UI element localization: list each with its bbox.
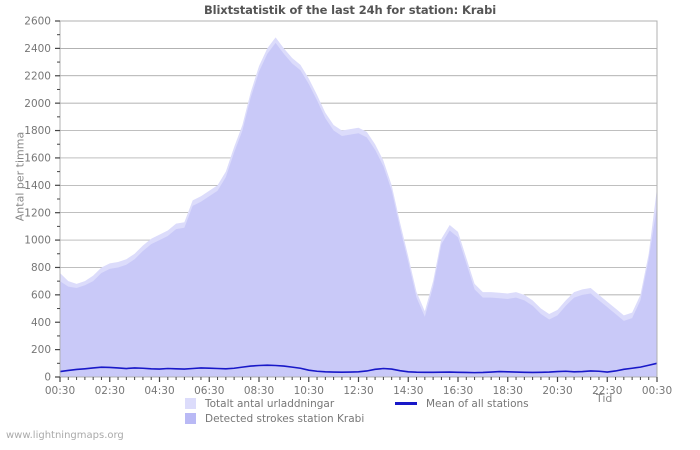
svg-text:0: 0 <box>44 372 51 384</box>
svg-text:1800: 1800 <box>24 125 51 137</box>
svg-text:12:30: 12:30 <box>343 385 373 397</box>
svg-text:18:30: 18:30 <box>493 385 523 397</box>
svg-text:1000: 1000 <box>24 235 51 247</box>
svg-text:1600: 1600 <box>24 153 51 165</box>
svg-text:2200: 2200 <box>24 70 51 82</box>
svg-text:2600: 2600 <box>24 16 51 28</box>
legend-swatch-area-2-icon <box>185 413 196 424</box>
page-title: Blixtstatistik of the last 24h for stati… <box>203 3 497 17</box>
x-axis-title: Tid <box>596 392 613 405</box>
svg-text:04:30: 04:30 <box>144 385 174 397</box>
chart-legend: Totalt antal urladdningar Mean of all st… <box>185 396 605 426</box>
legend-row-2: Detected strokes station Krabi <box>185 411 605 426</box>
svg-text:800: 800 <box>31 262 51 274</box>
svg-text:06:30: 06:30 <box>194 385 224 397</box>
legend-item-total: Totalt antal urladdningar <box>185 398 395 410</box>
svg-text:1200: 1200 <box>24 207 51 219</box>
svg-text:10:30: 10:30 <box>294 385 324 397</box>
svg-text:00:30: 00:30 <box>45 385 75 397</box>
area-detected-strokes <box>60 42 657 378</box>
x-axis-ticks: 00:30 02:30 04:30 06:30 08:30 10:30 12:30 14:30… <box>45 377 672 397</box>
svg-text:20:30: 20:30 <box>542 385 572 397</box>
svg-text:00:30: 00:30 <box>642 385 672 397</box>
svg-text:14:30: 14:30 <box>393 385 423 397</box>
svg-text:600: 600 <box>31 289 51 301</box>
legend-item-mean: Mean of all stations <box>395 398 605 410</box>
legend-swatch-line-icon <box>395 398 417 409</box>
legend-label-total: Totalt antal urladdningar <box>205 397 335 410</box>
legend-label-detected: Detected strokes station Krabi <box>205 412 365 425</box>
svg-text:400: 400 <box>31 317 51 329</box>
legend-label-mean: Mean of all stations <box>426 397 529 410</box>
legend-swatch-area-icon <box>185 398 196 409</box>
svg-text:1400: 1400 <box>24 180 51 192</box>
line-mean-all-stations <box>59 362 658 374</box>
svg-text:22:30: 22:30 <box>592 385 622 397</box>
legend-row-1: Totalt antal urladdningar Mean of all st… <box>185 396 605 411</box>
svg-text:02:30: 02:30 <box>95 385 125 397</box>
svg-text:2000: 2000 <box>24 98 51 110</box>
legend-item-detected: Detected strokes station Krabi <box>185 413 395 425</box>
svg-text:08:30: 08:30 <box>244 385 274 397</box>
svg-text:200: 200 <box>31 344 51 356</box>
svg-text:2400: 2400 <box>24 43 51 55</box>
y-axis-ticks: 0 200 400 600 800 1000 1200 1400 1600 1800 2000 220… <box>24 16 60 384</box>
svg-text:16:30: 16:30 <box>443 385 473 397</box>
site-credit: www.lightningmaps.org <box>6 430 124 441</box>
